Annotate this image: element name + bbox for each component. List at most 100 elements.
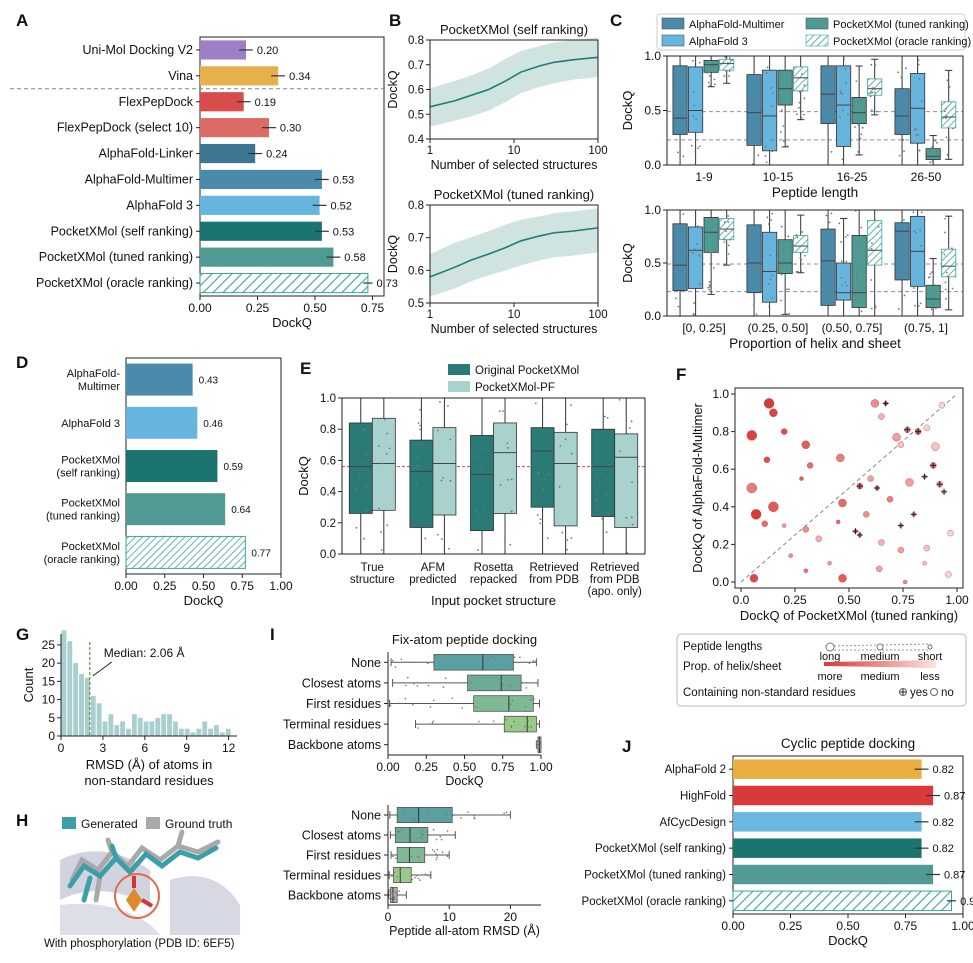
jitter-point [536, 740, 538, 742]
jitter-point [436, 854, 439, 857]
y-tick-label: 0.7 [408, 233, 424, 245]
histogram-bar [137, 717, 143, 736]
panel-a-bar-chart: 0.20 Uni-Mol Docking V2 0.34 Vina 0.19 FlexPe… [10, 36, 398, 330]
jitter-point [825, 243, 828, 246]
jitter-point [708, 75, 711, 77]
box [348, 422, 373, 514]
bar [200, 66, 279, 86]
jitter-point [839, 92, 842, 95]
bar-value-label: 0.53 [333, 226, 354, 238]
jitter-point [507, 447, 509, 449]
jitter-point [783, 102, 786, 105]
scatter-point [763, 456, 771, 463]
jitter-point [411, 878, 414, 881]
jitter-point [825, 301, 828, 304]
box [672, 65, 688, 135]
jitter-point [858, 136, 861, 139]
legend-swatch [661, 34, 685, 47]
scatter-point [838, 574, 847, 583]
y-tick-label: 15 [42, 674, 56, 688]
x-axis-label: DockQ [828, 933, 868, 948]
jitter-point [683, 225, 686, 228]
jitter-point [694, 150, 697, 153]
category-label: None [351, 809, 381, 823]
jitter-point [420, 443, 423, 446]
jitter-point [478, 720, 480, 723]
jitter-point [780, 225, 783, 228]
jitter-point [378, 507, 380, 510]
jitter-point [713, 83, 716, 86]
jitter-point [418, 856, 420, 859]
jitter-point [404, 697, 407, 700]
jitter-point [929, 161, 931, 164]
scatter-point [768, 501, 779, 512]
bar [200, 40, 246, 60]
jitter-point [444, 677, 447, 680]
jitter-point [931, 160, 934, 163]
category-label: HighFold [680, 791, 726, 803]
jitter-point [841, 284, 843, 287]
jitter-point [800, 73, 803, 75]
bar-value-label: 0.95 [960, 896, 973, 908]
box [867, 220, 883, 266]
jitter-point [446, 830, 449, 832]
jitter-point [825, 230, 828, 233]
bar [733, 864, 934, 885]
jitter-point [944, 231, 946, 234]
jitter-point [771, 274, 774, 277]
jitter-point [631, 523, 634, 526]
legend-swatch [661, 17, 685, 30]
jitter-point [523, 725, 526, 728]
jitter-point [857, 150, 860, 153]
size-marker [927, 644, 933, 650]
y-axis-label: Count [21, 667, 36, 702]
category-label: AlphaFold- [67, 368, 121, 380]
jitter-point [537, 744, 540, 746]
jitter-point [707, 286, 709, 289]
histogram-bar [90, 695, 96, 736]
annotation-arrow [92, 661, 113, 677]
jitter-point [395, 893, 398, 895]
jitter-point [477, 548, 479, 551]
jitter-point [871, 91, 874, 94]
jitter-point [391, 891, 393, 894]
x-tick-label: 0.00 [114, 579, 138, 593]
scatter-point [923, 424, 930, 432]
category-label: None [351, 656, 381, 670]
jitter-point [915, 134, 918, 136]
jitter-point [843, 58, 845, 60]
category-label: Backbone atoms [288, 889, 381, 903]
jitter-point [723, 238, 726, 241]
legend-label: Original PocketXMol [475, 365, 579, 377]
jitter-point [527, 726, 530, 728]
jitter-point [363, 537, 365, 540]
jitter-point [918, 77, 921, 80]
jitter-point [682, 155, 685, 158]
jitter-point [419, 837, 422, 839]
jitter-point [722, 62, 725, 64]
x-tick-label: 0.75 [894, 919, 918, 933]
jitter-point [698, 61, 701, 64]
jitter-point [473, 814, 476, 817]
x-tick-label: Retrieved [590, 562, 639, 574]
jitter-point [566, 548, 569, 551]
jitter-point [377, 445, 380, 448]
jitter-point [765, 161, 768, 164]
histogram-bar [184, 728, 190, 736]
chart-title: PocketXMol (self ranking) [440, 22, 588, 37]
jitter-point [608, 463, 611, 466]
jitter-point [698, 145, 701, 148]
jitter-point [795, 271, 798, 273]
size-marker [825, 642, 835, 652]
jitter-point [394, 830, 397, 832]
jitter-point [827, 91, 829, 94]
jitter-point [769, 278, 772, 281]
jitter-point [723, 221, 726, 223]
jitter-point [436, 533, 439, 536]
jitter-point [770, 219, 773, 221]
jitter-point [913, 129, 916, 131]
jitter-point [874, 88, 877, 91]
jitter-point [695, 118, 697, 121]
jitter-point [711, 62, 714, 65]
